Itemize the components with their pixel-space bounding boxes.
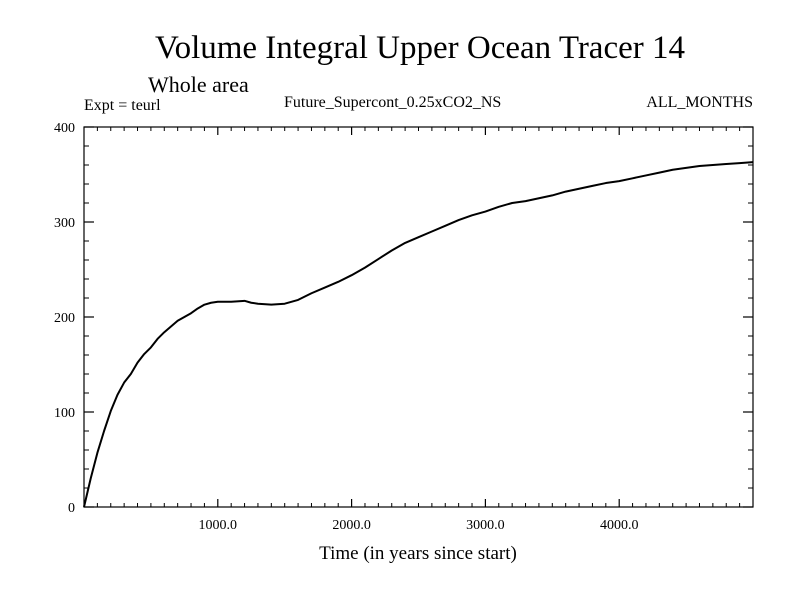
y-minor-ticks [84, 145, 753, 489]
x-tick-label: 1000.0 [199, 518, 238, 533]
y-tick-label: 0 [68, 501, 75, 516]
y-major-ticks [84, 126, 753, 508]
period-label: ALL_MONTHS [646, 94, 753, 111]
x-tick-label: 3000.0 [466, 518, 505, 533]
experiment-label: Expt = teurl [84, 97, 161, 114]
y-tick-label: 400 [54, 121, 75, 136]
y-tick-label: 100 [54, 406, 75, 421]
y-tick-label: 200 [54, 311, 75, 326]
series-line [83, 161, 754, 508]
x-minor-ticks [96, 127, 741, 507]
x-major-ticks [217, 127, 620, 507]
x-tick-label: 2000.0 [332, 518, 371, 533]
chart-subtitle: Whole area [148, 72, 249, 97]
y-tick-label: 300 [54, 216, 75, 231]
chart-title: Volume Integral Upper Ocean Tracer 14 [155, 30, 685, 66]
run-label: Future_Supercont_0.25xCO2_NS [284, 94, 501, 111]
x-axis-label: Time (in years since start) [319, 543, 517, 564]
x-tick-label: 4000.0 [600, 518, 639, 533]
